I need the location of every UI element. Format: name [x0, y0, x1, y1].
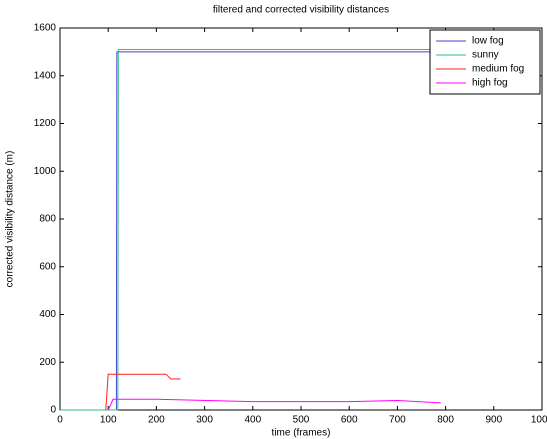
- series-line: [60, 48, 436, 411]
- x-tick-label: 1000: [531, 415, 547, 426]
- x-tick-label: 500: [293, 415, 310, 426]
- legend-label: sunny: [472, 50, 499, 61]
- y-tick-label: 1000: [34, 166, 57, 177]
- legend-label: medium fog: [472, 64, 524, 75]
- y-tick-label: 0: [50, 405, 56, 416]
- x-tick-label: 100: [100, 415, 117, 426]
- x-tick-label: 0: [57, 415, 63, 426]
- legend-label: low fog: [472, 36, 504, 47]
- y-tick-label: 1200: [34, 118, 57, 129]
- series-line: [107, 398, 441, 411]
- x-tick-label: 400: [244, 415, 261, 426]
- y-tick-label: 800: [39, 214, 56, 225]
- x-tick-label: 800: [437, 415, 454, 426]
- y-tick-label: 1600: [34, 23, 57, 34]
- chart-title: filtered and corrected visibility distan…: [213, 5, 389, 16]
- x-tick-label: 700: [389, 415, 406, 426]
- y-tick-label: 400: [39, 309, 56, 320]
- x-tick-label: 300: [196, 415, 213, 426]
- legend-label: high fog: [472, 78, 508, 89]
- x-tick-label: 200: [148, 415, 165, 426]
- y-tick-label: 200: [39, 357, 56, 368]
- y-tick-label: 1400: [34, 70, 57, 81]
- x-axis-label: time (frames): [272, 428, 331, 439]
- x-tick-label: 900: [485, 415, 502, 426]
- y-axis-label: corrected visibility distance (m): [5, 151, 16, 288]
- x-tick-label: 600: [341, 415, 358, 426]
- series-line: [105, 373, 181, 411]
- y-tick-label: 600: [39, 261, 56, 272]
